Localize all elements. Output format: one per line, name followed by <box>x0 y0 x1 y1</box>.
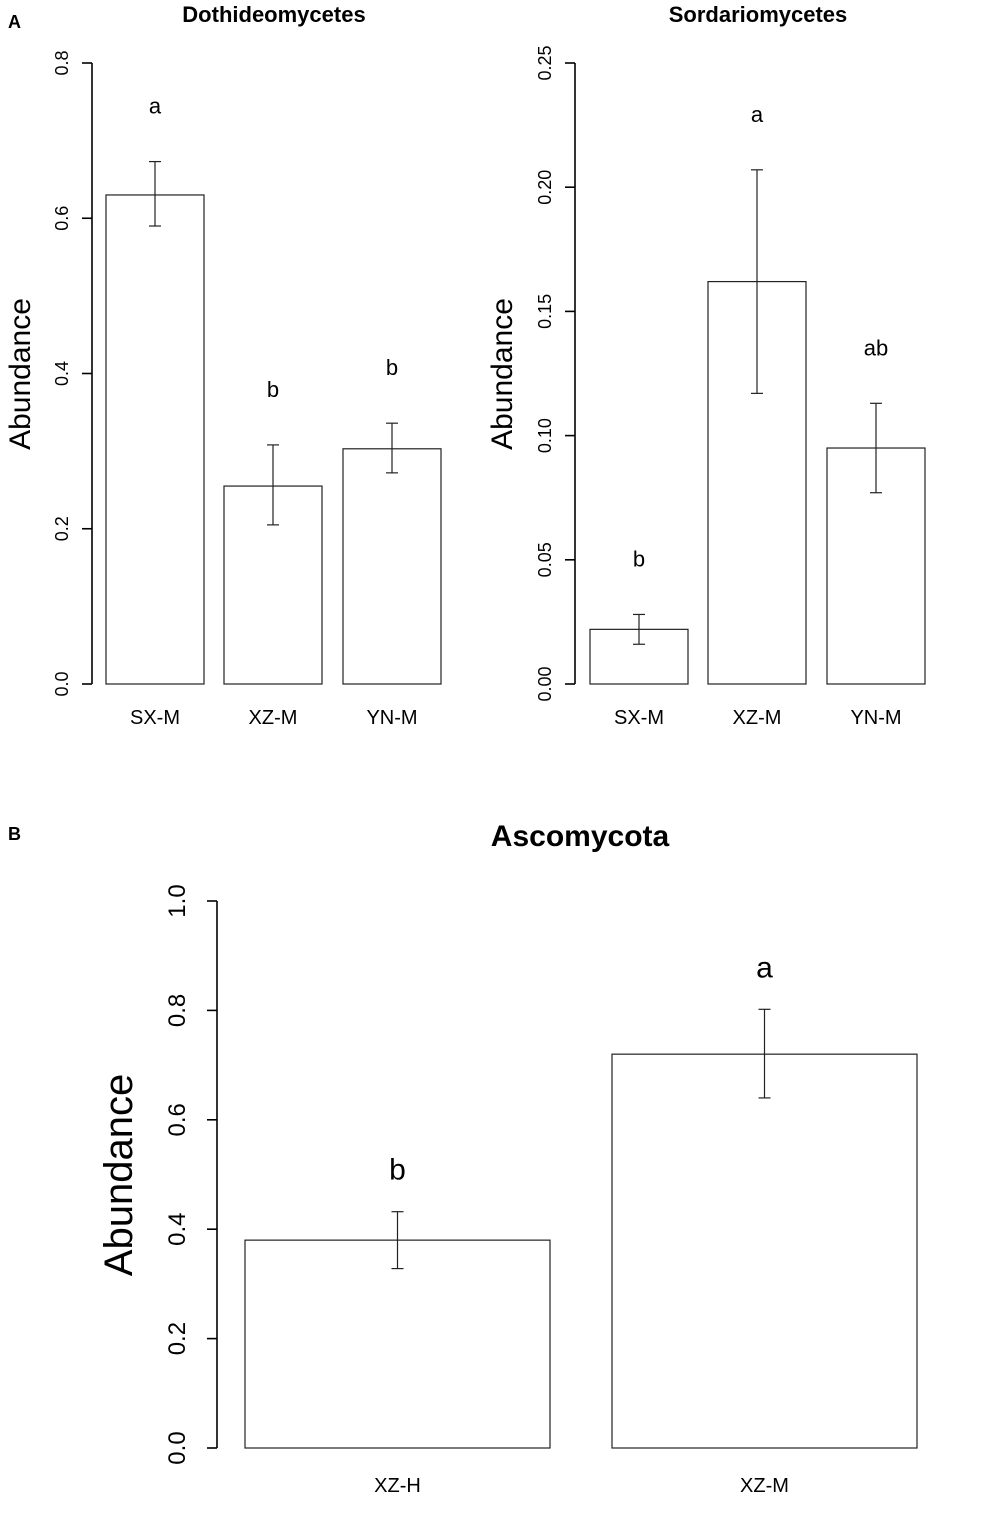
y-tick-label: 0.6 <box>164 1103 191 1136</box>
y-tick-label: 1.0 <box>164 884 191 917</box>
y-tick-label: 0.15 <box>535 294 555 329</box>
y-tick-label: 0.2 <box>52 516 72 541</box>
y-tick-label: 0.4 <box>164 1213 191 1246</box>
x-category-label: XZ-M <box>733 707 782 729</box>
error-bar <box>386 422 398 474</box>
significance-letter: a <box>756 951 773 984</box>
chart-title: Sordariomycetes <box>669 2 848 27</box>
x-category-label: XZ-H <box>374 1475 421 1497</box>
significance-letter: b <box>633 546 645 571</box>
significance-letter: b <box>386 355 398 380</box>
error-bar <box>267 444 279 526</box>
y-tick-label: 0.05 <box>535 542 555 577</box>
y-tick-label: 0.8 <box>52 50 72 75</box>
chart-dothideomycetes: Dothideomycetes Abundance 0.0 0.2 0.4 0.6 0.… <box>4 2 442 729</box>
significance-letter: b <box>389 1154 406 1187</box>
chart-ascomycota: Ascomycota Abundance 0.0 0.2 0.4 0.6 0.8 1.0 b… <box>97 820 918 1497</box>
y-axis-label: Abundance <box>486 298 519 450</box>
y-tick-label: 0.6 <box>52 206 72 231</box>
chart-sordariomycetes: Sordariomycetes Abundance 0.00 0.05 0.10 0.… <box>486 2 926 729</box>
y-tick-label: 0.0 <box>52 671 72 696</box>
y-tick-label: 0.0 <box>164 1431 191 1464</box>
significance-letter: b <box>267 377 279 402</box>
bar-sx-m <box>105 194 205 685</box>
error-bar <box>758 1008 771 1099</box>
y-tick-label: 0.00 <box>535 666 555 701</box>
error-bar <box>751 169 763 394</box>
chart-title: Dothideomycetes <box>182 2 365 27</box>
x-category-label: YN-M <box>850 707 901 729</box>
error-bar <box>149 160 161 227</box>
x-category-label: YN-M <box>366 707 417 729</box>
error-bar <box>870 402 882 494</box>
y-tick-label: 0.4 <box>52 361 72 386</box>
y-tick-label: 0.25 <box>535 45 555 80</box>
x-category-label: XZ-M <box>740 1475 789 1497</box>
y-axis-label: Abundance <box>4 298 37 450</box>
bar-xz-h <box>244 1239 551 1449</box>
y-axis-label: Abundance <box>97 1074 141 1276</box>
y-tick-label: 0.8 <box>164 994 191 1027</box>
bar-yn-m <box>342 448 442 685</box>
error-bar <box>633 613 645 645</box>
y-tick-label: 0.10 <box>535 418 555 453</box>
significance-letter: a <box>149 94 162 119</box>
y-tick-label: 0.20 <box>535 170 555 205</box>
error-bar <box>391 1211 404 1270</box>
bar-xz-m <box>611 1053 918 1449</box>
x-category-label: SX-M <box>130 707 180 729</box>
chart-title: Ascomycota <box>491 820 670 853</box>
significance-letter: a <box>751 102 764 127</box>
x-category-label: XZ-M <box>249 707 298 729</box>
x-category-label: SX-M <box>614 707 664 729</box>
significance-letter: ab <box>864 335 888 360</box>
panel-label-b: B <box>8 824 21 844</box>
y-tick-label: 0.2 <box>164 1322 191 1355</box>
panel-label-a: A <box>8 12 21 32</box>
